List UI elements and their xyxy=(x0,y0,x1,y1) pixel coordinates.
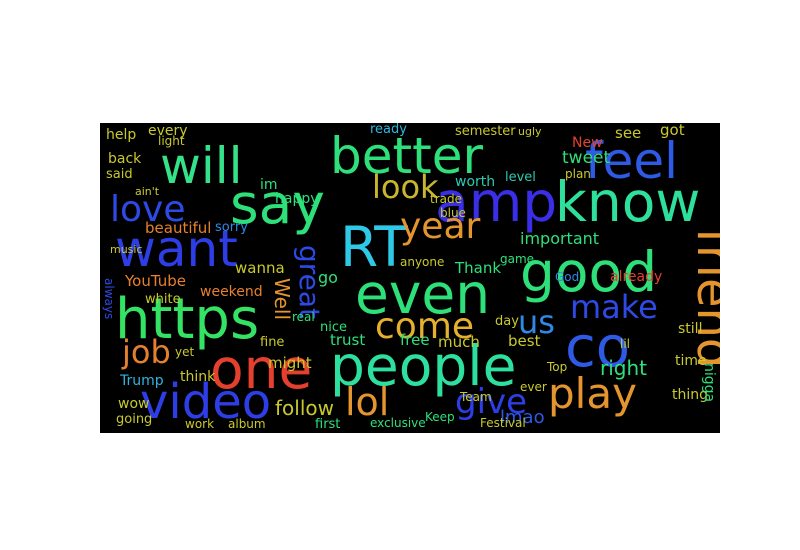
cloud-word-new: New xyxy=(572,135,603,151)
cloud-word-worth: worth xyxy=(455,174,495,190)
cloud-word-say: say xyxy=(230,172,325,236)
cloud-word-beautiful: beautiful xyxy=(145,219,211,237)
cloud-word-day: day xyxy=(495,314,519,329)
cloud-word-music: music xyxy=(110,243,143,256)
cloud-word-great: great xyxy=(293,245,326,319)
cloud-word-blue: blue xyxy=(440,206,466,220)
cloud-word-semester: semester xyxy=(455,124,516,139)
cloud-word-give: give xyxy=(455,382,527,422)
cloud-word-happy: happy xyxy=(275,191,319,207)
cloud-word-year: year xyxy=(400,206,481,247)
cloud-word-ever: ever xyxy=(520,380,547,394)
cloud-word-team: Team xyxy=(459,390,492,404)
cloud-word-help: help xyxy=(106,127,136,143)
cloud-word-fine: fine xyxy=(260,335,284,350)
cloud-word-album: album xyxy=(228,417,266,431)
cloud-word-youtube: YouTube xyxy=(124,272,186,290)
cloud-word-wanna: wanna xyxy=(235,259,285,277)
cloud-word-co: co xyxy=(565,315,630,380)
cloud-word-time: time xyxy=(675,353,707,369)
cloud-word-will: will xyxy=(160,137,243,195)
cloud-word-keep: Keep xyxy=(425,410,455,424)
word-cloud: will better feel say amp know love look want RT ye… xyxy=(100,123,720,433)
cloud-word-light: light xyxy=(158,134,185,148)
cloud-word-trump: Trump xyxy=(119,373,164,389)
cloud-word-come: come xyxy=(375,306,474,347)
cloud-word-people: people xyxy=(330,334,516,398)
cloud-word-top: Top xyxy=(546,360,567,374)
cloud-word-trust: trust xyxy=(330,331,365,349)
cloud-word-good: good xyxy=(520,240,657,304)
cloud-word-exclusive: exclusive xyxy=(370,416,426,430)
cloud-word-white: white xyxy=(145,292,181,307)
cloud-word-first: first xyxy=(315,417,340,432)
cloud-word-know: know xyxy=(555,170,700,234)
cloud-word-tweet: tweet xyxy=(562,148,610,168)
cloud-word-see: see xyxy=(615,124,641,142)
cloud-word-one: one xyxy=(210,337,312,401)
cloud-word-lol: lol xyxy=(345,380,389,424)
cloud-word-said: said xyxy=(106,167,133,182)
cloud-word-make: make xyxy=(570,288,658,326)
cloud-word-weekend: weekend xyxy=(200,284,263,300)
cloud-word-god: God xyxy=(555,270,579,284)
cloud-word-trade: trade xyxy=(430,192,462,206)
cloud-word-going: going xyxy=(116,412,152,427)
cloud-word-got: got xyxy=(660,123,685,139)
cloud-word-might: might xyxy=(268,354,312,372)
cloud-word-best: best xyxy=(508,332,541,350)
cloud-word-better: better xyxy=(330,127,483,185)
cloud-word-work: work xyxy=(185,417,214,431)
cloud-word-thing: thing xyxy=(672,387,708,403)
cloud-word-always: always xyxy=(102,278,116,319)
cloud-word-rt: RT xyxy=(340,215,408,279)
cloud-word-even: even xyxy=(355,262,490,326)
cloud-word-go: go xyxy=(318,268,338,287)
cloud-word-job: job xyxy=(121,333,171,371)
cloud-word-free: free xyxy=(400,331,430,349)
cloud-word-yet: yet xyxy=(175,345,194,359)
cloud-word-plan: plan xyxy=(565,167,591,181)
cloud-word-well: Well xyxy=(270,278,294,320)
cloud-word-right: right xyxy=(600,356,647,380)
cloud-word-thank: Thank xyxy=(454,259,501,277)
cloud-word-every: every xyxy=(148,123,188,139)
cloud-word-much: much xyxy=(438,333,480,351)
cloud-word-game: game xyxy=(500,252,534,266)
cloud-word-lil: lil xyxy=(620,337,630,351)
cloud-word-friend: friend xyxy=(686,228,720,368)
cloud-word-back: back xyxy=(108,151,142,167)
cloud-word-sorry: sorry xyxy=(215,220,248,235)
cloud-word-wow: wow xyxy=(118,396,149,412)
cloud-word-lmao: lmao xyxy=(500,407,545,428)
cloud-word-want: want xyxy=(115,220,238,278)
cloud-word-video: video xyxy=(140,374,271,430)
cloud-word-anyone: anyone xyxy=(400,255,444,269)
cloud-word-look: look xyxy=(372,168,439,206)
cloud-word-follow: follow xyxy=(275,396,334,420)
cloud-word-ready: ready xyxy=(370,123,407,137)
cloud-word-im: im xyxy=(260,177,278,193)
cloud-word-https: https xyxy=(115,287,259,352)
cloud-word-us: us xyxy=(518,303,555,341)
cloud-word-nice: nice xyxy=(320,320,347,335)
cloud-word-real: real xyxy=(292,310,315,324)
cloud-word-ain-t: ain't xyxy=(135,185,160,198)
cloud-word-amp: amp xyxy=(435,170,557,234)
cloud-word-still: still xyxy=(678,321,702,337)
cloud-word-important: important xyxy=(520,229,599,248)
cloud-word-love: love xyxy=(110,189,185,230)
cloud-word-level: level xyxy=(505,170,536,185)
cloud-word-think: think xyxy=(180,369,216,385)
cloud-word-nigga: nigga xyxy=(701,363,717,402)
cloud-word-feel: feel xyxy=(585,132,678,190)
cloud-word-festival: Festival xyxy=(480,416,526,430)
cloud-word-already: already xyxy=(610,269,662,285)
cloud-word-play: play xyxy=(548,369,637,418)
cloud-word-ugly: ugly xyxy=(518,125,542,138)
